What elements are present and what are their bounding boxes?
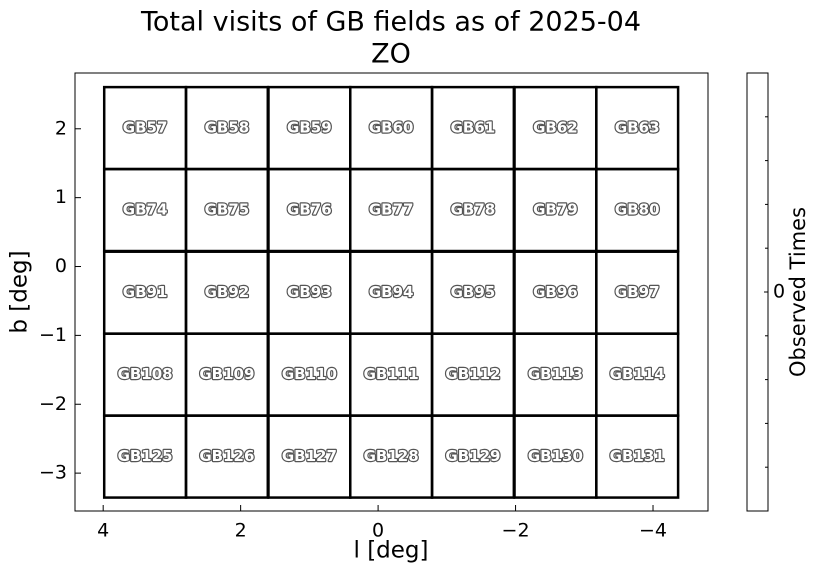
field-label: GB75: [205, 201, 250, 219]
field-label: GB59: [287, 119, 332, 137]
field-label: GB61: [451, 119, 496, 137]
field-label: GB96: [533, 283, 578, 301]
field-label: GB113: [528, 365, 583, 383]
field-label: GB127: [282, 447, 337, 465]
field-label: GB79: [533, 201, 578, 219]
y-tick-label: −3: [39, 462, 67, 484]
y-tick-label: 2: [55, 117, 67, 139]
field-label: GB126: [199, 447, 254, 465]
field-label: GB110: [282, 365, 337, 383]
field-label: GB97: [615, 283, 660, 301]
field-label: GB57: [123, 119, 168, 137]
colorbar-label: Observed Times: [786, 207, 810, 377]
y-tick-label: −1: [39, 324, 67, 346]
field-label: GB108: [118, 365, 173, 383]
field-label: GB95: [451, 283, 496, 301]
y-tick-label: 1: [55, 186, 67, 208]
field-label: GB77: [369, 201, 414, 219]
field-label: GB91: [123, 283, 168, 301]
field-label: GB74: [123, 201, 168, 219]
x-tick-label: 0: [372, 520, 384, 542]
field-label: GB125: [118, 447, 173, 465]
x-axis-label: l [deg]: [354, 538, 429, 564]
field-label: GB128: [364, 447, 419, 465]
colorbar-tick-label: 0: [773, 281, 785, 303]
x-tick-label: 4: [97, 520, 109, 542]
x-tick-label: −4: [639, 520, 667, 542]
plot-frame: [74, 72, 709, 512]
field-label: GB92: [205, 283, 250, 301]
field-label: GB80: [615, 201, 660, 219]
field-label: GB76: [287, 201, 332, 219]
chart-subtitle: ZO: [371, 39, 411, 70]
x-tick-label: −2: [502, 520, 530, 542]
field-label: GB94: [369, 283, 414, 301]
y-axis-label: b [deg]: [7, 250, 33, 333]
field-label: GB131: [610, 447, 665, 465]
field-label: GB109: [199, 365, 254, 383]
field: [595, 414, 680, 499]
x-tick-label: 2: [235, 520, 247, 542]
y-tick-label: 0: [55, 255, 67, 277]
field-label: GB60: [369, 119, 414, 137]
field-label: GB93: [287, 283, 332, 301]
field-label: GB58: [205, 119, 250, 137]
field-label: GB63: [615, 119, 660, 137]
chart-title: Total visits of GB fields as of 2025-04: [140, 7, 641, 38]
field-label: GB130: [528, 447, 583, 465]
field-label: GB112: [445, 365, 500, 383]
field-label: GB62: [533, 119, 578, 137]
field-label: GB114: [610, 365, 665, 383]
field-label: GB129: [445, 447, 500, 465]
y-tick-label: −2: [39, 393, 67, 415]
field-label: GB78: [451, 201, 496, 219]
field-label: GB111: [364, 365, 419, 383]
